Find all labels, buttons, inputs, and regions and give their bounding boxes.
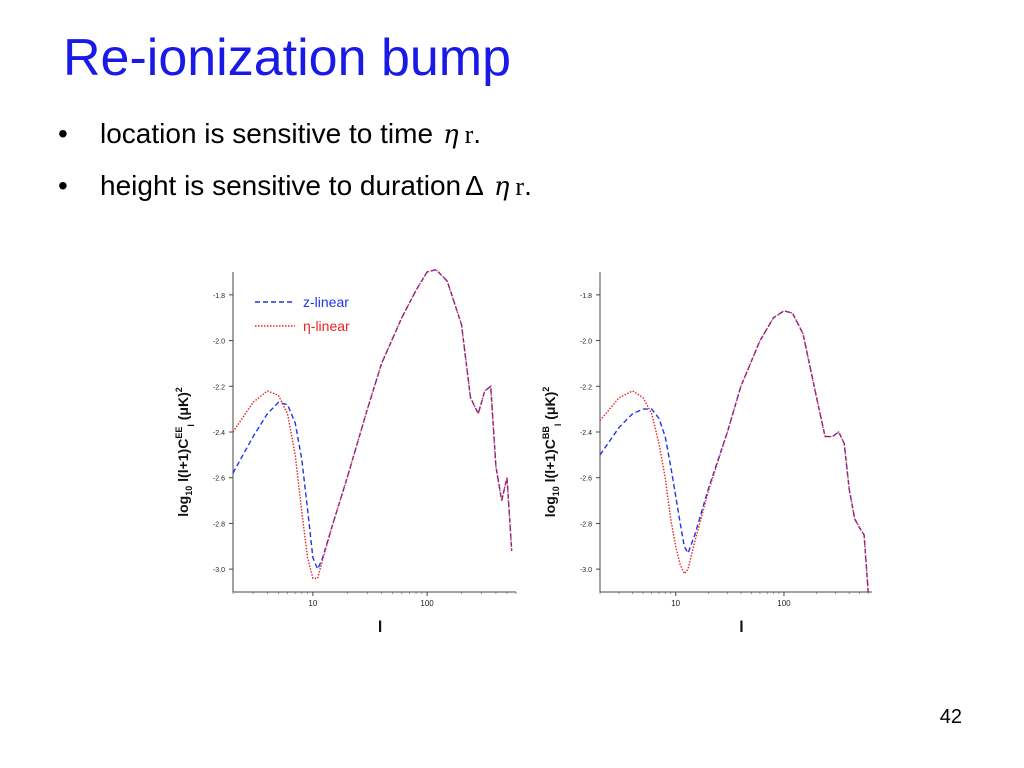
bullet-dot-icon: • xyxy=(58,118,68,149)
bullet-text: location is sensitive to time xyxy=(100,118,434,149)
legend-entry-label: z-linear xyxy=(303,294,349,310)
bullet-text: height is sensitive to duration xyxy=(100,170,462,201)
eta-symbol: η xyxy=(443,120,459,150)
y-tick-label: -2.8 xyxy=(580,521,592,528)
y-tick-label: -2.6 xyxy=(580,476,592,483)
bullet-item-location: • location is sensitive to time η r . xyxy=(58,118,532,170)
y-tick-label: -2.4 xyxy=(213,430,225,437)
x-tick-label: 100 xyxy=(420,599,434,608)
series1-series-line xyxy=(599,310,869,593)
bullet-item-height: • height is sensitive to duration Δ η r … xyxy=(58,170,532,222)
series0-series-line xyxy=(599,310,869,593)
y-tick-label: -1.8 xyxy=(580,293,592,300)
y-axis-label: log10 l(l+1)CEEl (μK)2 xyxy=(174,387,196,517)
x-axis-label: l xyxy=(378,619,382,636)
bullet-end: . xyxy=(524,170,532,201)
y-tick-label: -3.0 xyxy=(213,567,225,574)
bullet-dot-icon: • xyxy=(58,170,68,201)
y-tick-label: -2.4 xyxy=(580,430,592,437)
y-tick-label: -2.2 xyxy=(213,384,225,391)
y-tick-label: -2.8 xyxy=(213,521,225,528)
linear-series-line xyxy=(232,268,513,579)
zlinear-series-line xyxy=(232,268,513,571)
y-tick-label: -2.0 xyxy=(213,339,225,346)
y-tick-label: -1.8 xyxy=(213,293,225,300)
y-tick-label: -2.0 xyxy=(580,339,592,346)
bullet-list: • location is sensitive to time η r . • … xyxy=(58,118,532,222)
eta-subscript: r xyxy=(464,120,474,149)
legend-entry-label: η-linear xyxy=(303,318,350,334)
slide-title: Re-ionization bump xyxy=(63,29,512,87)
bb-spectrum-chart: -1.8 -2.0 -2.2 -2.4 -2.6 -2.8 -3.0 10 100 l log10 … xyxy=(541,272,872,636)
y-tick-label: -2.6 xyxy=(213,476,225,483)
x-tick-label: 10 xyxy=(671,599,680,608)
y-tick-label: -3.0 xyxy=(580,567,592,574)
eta-subscript: r xyxy=(515,172,525,201)
bullet-delta: Δ xyxy=(465,170,484,201)
x-axis-label: l xyxy=(739,619,743,636)
y-axis-label: log10 l(l+1)CBBl (μK)2 xyxy=(541,387,563,518)
x-tick-label: 100 xyxy=(777,599,791,608)
ee-spectrum-chart: -1.8 -2.0 -2.2 -2.4 -2.6 -2.8 -3.0 10 100 l log10 … xyxy=(174,268,517,636)
bullet-end: . xyxy=(473,118,482,149)
page-number: 42 xyxy=(939,706,962,728)
x-tick-label: 10 xyxy=(308,599,317,608)
eta-symbol: η xyxy=(493,172,510,202)
y-tick-label: -2.2 xyxy=(580,384,592,391)
